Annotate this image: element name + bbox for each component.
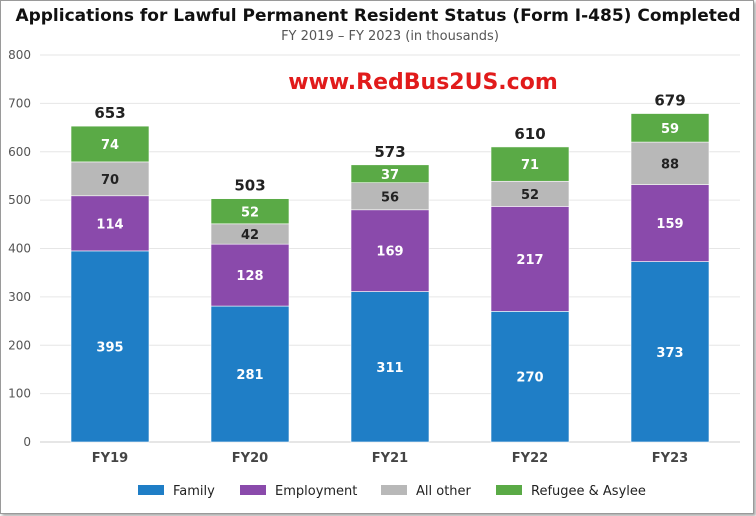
bar-segment [70,250,150,443]
data-label: 128 [236,269,263,284]
data-label: 395 [96,340,123,355]
total-label: 503 [234,177,265,195]
chart-title: Applications for Lawful Permanent Reside… [15,6,740,26]
y-tick-label: 300 [8,290,31,304]
total-label: 653 [94,104,125,122]
y-axis-ticks: 0 100 200 300 400 500 600 700 800 [8,48,31,449]
chart-subtitle: FY 2019 – FY 2023 (in thousands) [281,29,499,44]
bar-segment [490,206,570,312]
bar-segment [350,209,430,292]
legend-label: All other [416,484,472,499]
bar-segment [630,113,710,143]
data-label: 42 [241,228,259,243]
legend-label: Employment [275,484,357,499]
data-label: 281 [236,368,263,383]
bar-segment [210,198,290,225]
bar-segment [70,125,150,163]
x-axis-ticks: FY19 FY20 FY21 FY22 FY23 [92,451,688,466]
y-tick-label: 100 [8,387,31,401]
bar-segment [490,311,570,443]
data-label: 270 [516,371,543,386]
data-label: 311 [376,361,403,376]
y-tick-label: 400 [8,242,31,256]
x-tick-label: FY23 [652,451,688,466]
y-tick-label: 200 [8,338,31,352]
x-tick-label: FY22 [512,451,548,466]
x-tick-label: FY20 [232,451,268,466]
data-label: 114 [96,217,123,232]
data-label: 74 [101,138,119,153]
legend-swatch [240,485,266,495]
bar-segment [350,164,430,184]
x-tick-label: FY21 [372,451,408,466]
bar-segment [490,180,570,207]
legend: Family Employment All other Refugee & Asyle… [138,484,646,499]
data-label: 159 [656,217,683,232]
bar-segment [350,182,430,211]
data-label: 70 [101,173,119,188]
legend-swatch [381,485,407,495]
total-label: 610 [514,125,545,143]
y-tick-label: 800 [8,48,31,62]
y-tick-label: 700 [8,96,31,110]
total-label: 573 [374,143,405,161]
data-label: 373 [656,346,683,361]
bar-segment [70,161,150,197]
data-label: 56 [381,190,399,205]
data-label: 37 [381,168,399,183]
data-label: 52 [521,188,539,203]
bar-segment [630,261,710,443]
watermark: www.RedBus2US.com [288,70,558,95]
bar-segment [70,195,150,252]
data-label: 88 [661,157,679,172]
y-tick-label: 500 [8,193,31,207]
legend-swatch [138,485,164,495]
bars: 395 114 70 74 653 281 128 42 52 503 311 169 56 37 573 2… [70,92,710,443]
legend-label: Family [173,484,215,499]
data-label: 217 [516,253,543,268]
data-label: 59 [661,122,679,137]
bar-segment [630,141,710,185]
legend-label: Refugee & Asylee [531,484,646,499]
data-label: 52 [241,205,259,220]
x-tick-label: FY19 [92,451,128,466]
data-label: 169 [376,245,403,260]
total-label: 679 [654,92,685,110]
legend-swatch [496,485,522,495]
y-tick-label: 0 [23,435,31,449]
bar-segment [630,184,710,262]
bar-segment [210,305,290,443]
data-label: 71 [521,158,539,173]
bar-segment [490,146,570,182]
y-tick-label: 600 [8,145,31,159]
